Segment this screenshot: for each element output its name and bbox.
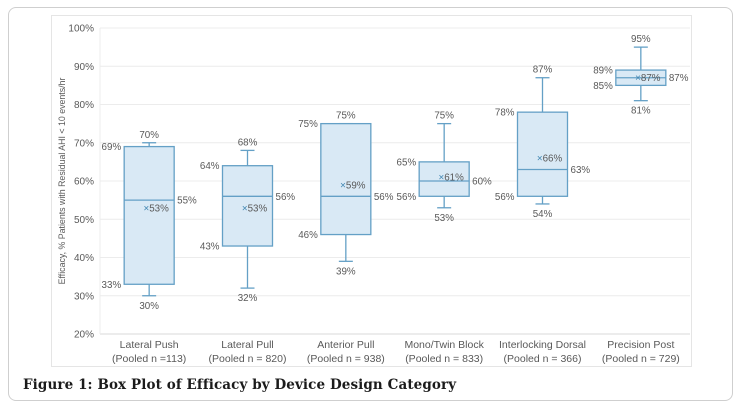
mean-x-icon: × [537, 154, 543, 165]
q3-label: 65% [397, 157, 417, 168]
category-sublabel: (Pooled n = 820) [209, 353, 287, 365]
chart-panel: 20% 30% 40% 50% 60% 70% 80% 90% 100% Efficacy, % … [51, 15, 692, 367]
max-label: 95% [631, 34, 651, 45]
y-tick-label: 40% [74, 253, 94, 264]
mean-x-icon: × [438, 173, 444, 184]
y-tick-label: 100% [68, 24, 94, 35]
min-label: 54% [533, 209, 553, 220]
median-label: 56% [276, 192, 296, 203]
min-label: 30% [139, 301, 159, 312]
iqr-box [221, 165, 274, 247]
iqr-box [516, 111, 569, 197]
y-tick-label: 60% [74, 177, 94, 188]
q1-label: 33% [102, 280, 122, 291]
max-label: 75% [434, 111, 454, 122]
q3-label: 89% [593, 66, 613, 77]
category-sublabel: (Pooled n = 833) [405, 353, 483, 365]
min-label: 53% [434, 213, 454, 224]
y-tick-label: 20% [74, 330, 94, 341]
category-sublabel: (Pooled n = 938) [307, 353, 385, 365]
mean-marker-label: ×87% [635, 73, 661, 84]
box-group: 75% 39% 75% 46% 56% ×59% Anterior Pull (Pooled … [298, 111, 394, 365]
mean-x-icon: × [635, 73, 641, 84]
median-label: 56% [374, 192, 394, 203]
iqr-box [320, 122, 372, 236]
median-label: 55% [177, 196, 197, 207]
mean-marker-label: ×66% [537, 154, 563, 165]
figure-caption: Figure 1: Box Plot of Efficacy by Device… [23, 377, 457, 393]
category-label: Interlocking Dorsal [499, 339, 586, 351]
mean-x-icon: × [340, 180, 346, 191]
category-sublabel: (Pooled n = 729) [602, 353, 680, 365]
median-label: 63% [571, 165, 591, 176]
mean-x-icon: × [242, 203, 248, 214]
min-label: 81% [631, 106, 651, 117]
max-label: 68% [238, 137, 258, 148]
mean-marker-label: ×53% [242, 203, 268, 214]
figure-frame: 20% 30% 40% 50% 60% 70% 80% 90% 100% Efficacy, % … [8, 7, 733, 401]
q1-label: 56% [495, 192, 515, 203]
iqr-box [123, 145, 175, 285]
mean-marker-label: ×61% [438, 173, 464, 184]
y-axis-title: Efficacy, % Patients with Residual AHI <… [57, 78, 67, 285]
q1-label: 85% [593, 81, 613, 92]
max-label: 75% [336, 111, 356, 122]
category-label: Precision Post [607, 339, 674, 351]
category-label: Anterior Pull [317, 339, 374, 351]
y-tick-label: 70% [74, 138, 94, 149]
box-group: 95% 81% 89% 85% 87% ×87% Precision Post (Pooled… [593, 34, 689, 365]
category-label: Lateral Push [120, 339, 179, 351]
median-label: 87% [669, 73, 689, 84]
q1-label: 56% [397, 192, 417, 203]
q3-label: 69% [102, 142, 122, 153]
q1-label: 46% [298, 230, 318, 241]
box-group: 68% 32% 64% 43% 56% ×53% Lateral Pull (Pooled n… [200, 137, 296, 365]
q3-label: 78% [495, 108, 515, 119]
mean-marker-label: ×53% [143, 203, 169, 214]
min-label: 32% [238, 293, 258, 304]
y-tick-label: 90% [74, 62, 94, 73]
max-label: 70% [139, 130, 159, 141]
q3-label: 64% [200, 161, 220, 172]
q3-label: 75% [298, 119, 318, 130]
box-group: 87% 54% 78% 56% 63% ×66% Interlocking Dorsal (P… [495, 65, 591, 365]
y-tick-label: 30% [74, 291, 94, 302]
box-group: 70% 30% 69% 33% 55% ×53% Lateral Push (Pooled n… [102, 130, 198, 365]
iqr-box [418, 161, 470, 197]
category-label: Lateral Pull [221, 339, 274, 351]
y-tick-label: 80% [74, 100, 94, 111]
mean-marker-label: ×59% [340, 180, 366, 191]
min-label: 39% [336, 266, 356, 277]
y-tick-label: 50% [74, 215, 94, 226]
max-label: 87% [533, 65, 553, 76]
box-group: 75% 53% 65% 56% 60% ×61% Mono/Twin Block (Poole… [397, 111, 493, 365]
category-sublabel: (Pooled n =113) [112, 353, 186, 365]
median-label: 60% [472, 177, 492, 188]
category-label: Mono/Twin Block [404, 339, 484, 351]
box-plot-chart: 20% 30% 40% 50% 60% 70% 80% 90% 100% Efficacy, % … [57, 24, 690, 365]
category-sublabel: (Pooled n = 366) [504, 353, 582, 365]
mean-x-icon: × [143, 203, 149, 214]
q1-label: 43% [200, 242, 220, 253]
